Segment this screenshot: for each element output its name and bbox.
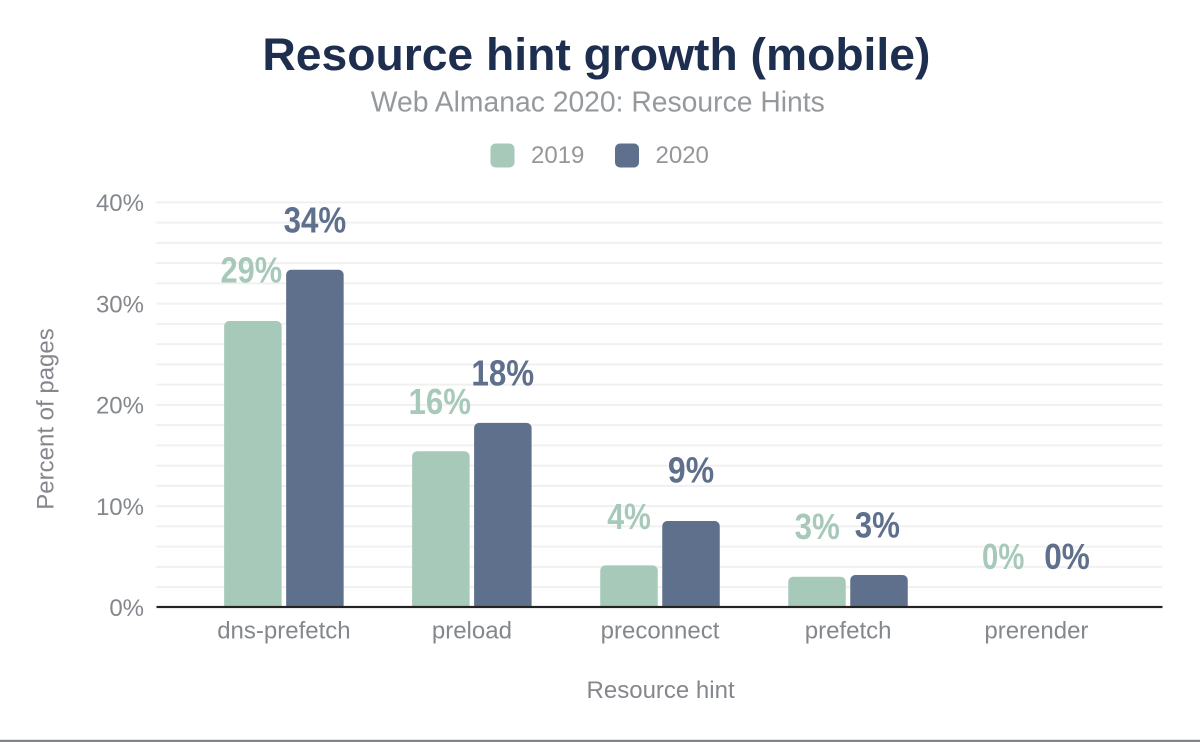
svg-text:0%: 0% bbox=[109, 595, 144, 622]
svg-text:20%: 20% bbox=[96, 393, 144, 420]
svg-text:Resource hint growth (mobile): Resource hint growth (mobile) bbox=[262, 29, 930, 80]
svg-text:Resource hint: Resource hint bbox=[587, 677, 735, 704]
svg-text:prefetch: prefetch bbox=[805, 617, 892, 644]
svg-text:0%: 0% bbox=[1044, 537, 1090, 577]
svg-text:34%: 34% bbox=[284, 200, 347, 241]
svg-text:4%: 4% bbox=[607, 497, 651, 537]
svg-text:2020: 2020 bbox=[656, 142, 709, 169]
svg-text:dns-prefetch: dns-prefetch bbox=[217, 617, 350, 644]
svg-text:2019: 2019 bbox=[531, 142, 584, 169]
svg-text:preload: preload bbox=[432, 617, 512, 644]
svg-text:30%: 30% bbox=[96, 292, 144, 319]
svg-text:prerender: prerender bbox=[984, 617, 1088, 644]
svg-text:preconnect: preconnect bbox=[601, 617, 720, 644]
svg-text:3%: 3% bbox=[855, 505, 900, 546]
svg-text:29%: 29% bbox=[221, 251, 283, 291]
svg-text:3%: 3% bbox=[795, 507, 840, 548]
svg-text:16%: 16% bbox=[409, 383, 472, 423]
svg-text:40%: 40% bbox=[96, 190, 144, 217]
svg-text:18%: 18% bbox=[471, 353, 534, 394]
svg-text:9%: 9% bbox=[668, 451, 714, 491]
svg-text:Percent of pages: Percent of pages bbox=[33, 328, 60, 509]
svg-text:0%: 0% bbox=[982, 536, 1024, 577]
svg-text:10%: 10% bbox=[96, 494, 144, 521]
svg-text:Web Almanac 2020: Resource Hin: Web Almanac 2020: Resource Hints bbox=[371, 87, 825, 119]
